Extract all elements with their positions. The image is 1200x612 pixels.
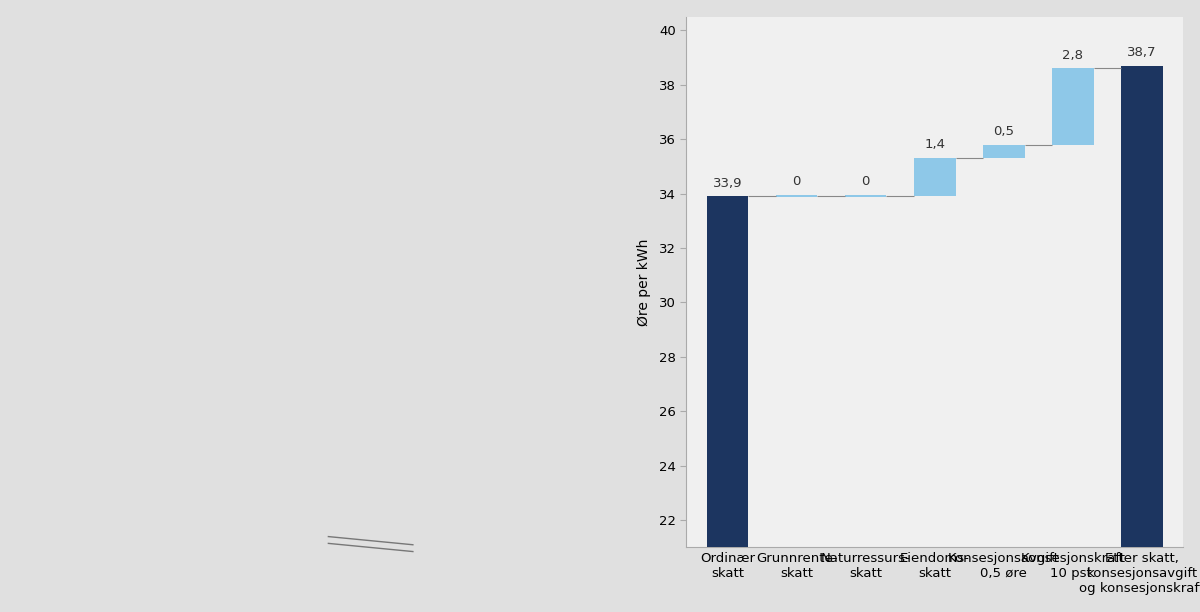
- Text: 33,9: 33,9: [713, 176, 743, 190]
- Bar: [707, 196, 749, 612]
- Text: 1,4: 1,4: [924, 138, 946, 151]
- Bar: [776, 195, 817, 198]
- Bar: [1121, 65, 1163, 612]
- Text: 38,7: 38,7: [1127, 46, 1157, 59]
- Bar: [845, 195, 887, 198]
- Bar: [1052, 69, 1093, 144]
- Text: 0,5: 0,5: [994, 125, 1014, 138]
- Text: 0: 0: [792, 175, 800, 188]
- Text: 0: 0: [862, 175, 870, 188]
- Text: 2,8: 2,8: [1062, 48, 1084, 62]
- Y-axis label: Øre per kWh: Øre per kWh: [636, 239, 650, 326]
- Bar: [914, 159, 955, 196]
- Bar: [983, 144, 1025, 159]
